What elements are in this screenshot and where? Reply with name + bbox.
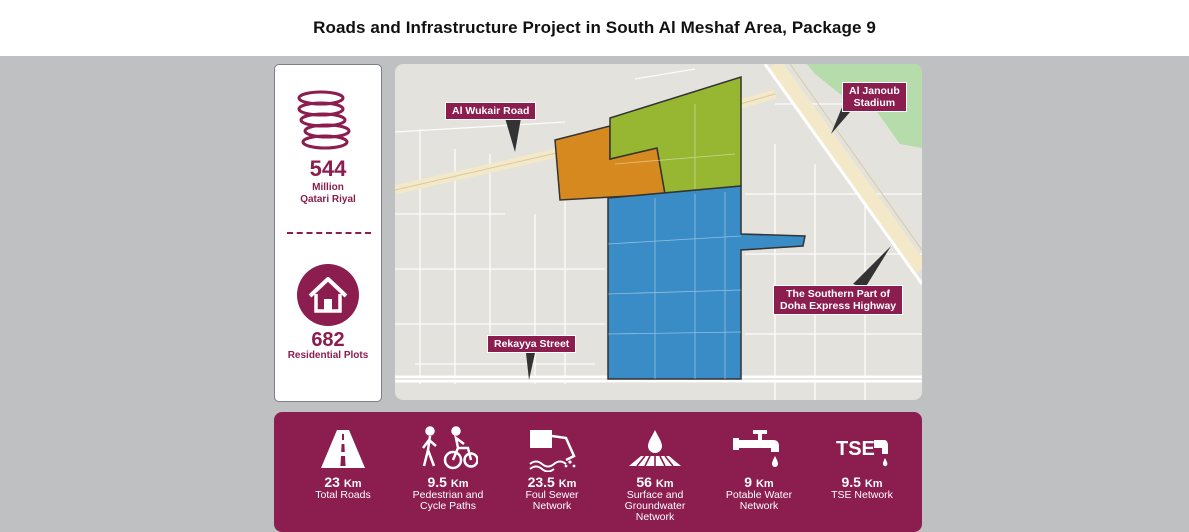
metric-pedestrian-cycle: 9.5 Km Pedestrian and Cycle Paths	[394, 412, 502, 532]
label-doha-express-highway: The Southern Part of Doha Express Highwa…	[773, 285, 904, 315]
metric-surface-groundwater-value: 56 Km	[636, 474, 674, 490]
metric-total-roads-value: 23 Km	[324, 474, 362, 490]
plots-value: 682	[311, 329, 345, 351]
tse-icon: TSE	[832, 426, 892, 472]
metric-foul-sewer-value: 23.5 Km	[527, 474, 577, 490]
cost-unit-million: Million	[312, 182, 344, 193]
metric-pedestrian-cycle-label: Pedestrian and Cycle Paths	[412, 489, 484, 512]
metric-total-roads: 23 Km Total Roads	[289, 412, 397, 532]
label-southern-line2: Doha Express Highway	[780, 300, 897, 312]
map-graphic	[395, 64, 922, 400]
project-map: Al Wukair Road Al Janoub Stadium The Sou…	[395, 64, 922, 400]
metrics-bar: 23 Km Total Roads 9.5 Km Pedestrian and C…	[274, 412, 922, 532]
page-title: Roads and Infrastructure Project in Sout…	[313, 18, 876, 37]
label-southern-line1: The Southern Part of	[786, 288, 890, 300]
road-icon	[321, 430, 365, 468]
metric-potable-water-value: 9 Km	[744, 474, 774, 490]
metric-tse-network-value: 9.5 Km	[841, 474, 883, 490]
label-al-janoub-line1: Al Janoub	[849, 85, 900, 97]
coins-icon	[297, 90, 351, 150]
cost-value: 544	[309, 156, 347, 181]
plots-label: Residential Plots	[287, 350, 369, 361]
label-rekayya-street: Rekayya Street	[487, 335, 577, 353]
metric-pedestrian-cycle-value: 9.5 Km	[427, 474, 469, 490]
stats-panel: 544 Million Qatari Riyal 682 Residential…	[274, 64, 382, 402]
pedestrian-cyclist-icon	[422, 426, 478, 470]
house-icon	[297, 264, 359, 326]
metric-surface-groundwater-label: Surface and Groundwater Network	[624, 489, 686, 523]
page-header: Roads and Infrastructure Project in Sout…	[0, 0, 1189, 56]
tse-tap-icon	[874, 440, 888, 467]
label-al-wukair-road: Al Wukair Road	[445, 102, 537, 120]
cost-unit-riyal: Qatari Riyal	[300, 194, 356, 205]
foul-sewer-icon	[529, 430, 576, 472]
metric-total-roads-label: Total Roads	[315, 489, 371, 501]
metric-potable-water: 9 Km Potable Water Network	[705, 412, 813, 532]
label-al-janoub-stadium: Al Janoub Stadium	[842, 82, 907, 112]
metric-surface-groundwater: 56 Km Surface and Groundwater Network	[601, 412, 709, 532]
metric-potable-water-label: Potable Water Network	[725, 489, 793, 512]
stats-divider	[287, 232, 371, 234]
metric-foul-sewer: 23.5 Km Foul Sewer Network	[498, 412, 606, 532]
metric-foul-sewer-label: Foul Sewer Network	[525, 489, 579, 512]
water-tap-icon	[733, 430, 779, 467]
metric-tse-network: TSE 9.5 Km TSE Network	[808, 412, 916, 532]
tse-icon-text: TSE	[836, 438, 875, 460]
label-al-janoub-line2: Stadium	[853, 97, 896, 109]
water-drop-icon	[629, 430, 681, 467]
metric-tse-network-label: TSE Network	[831, 489, 893, 501]
